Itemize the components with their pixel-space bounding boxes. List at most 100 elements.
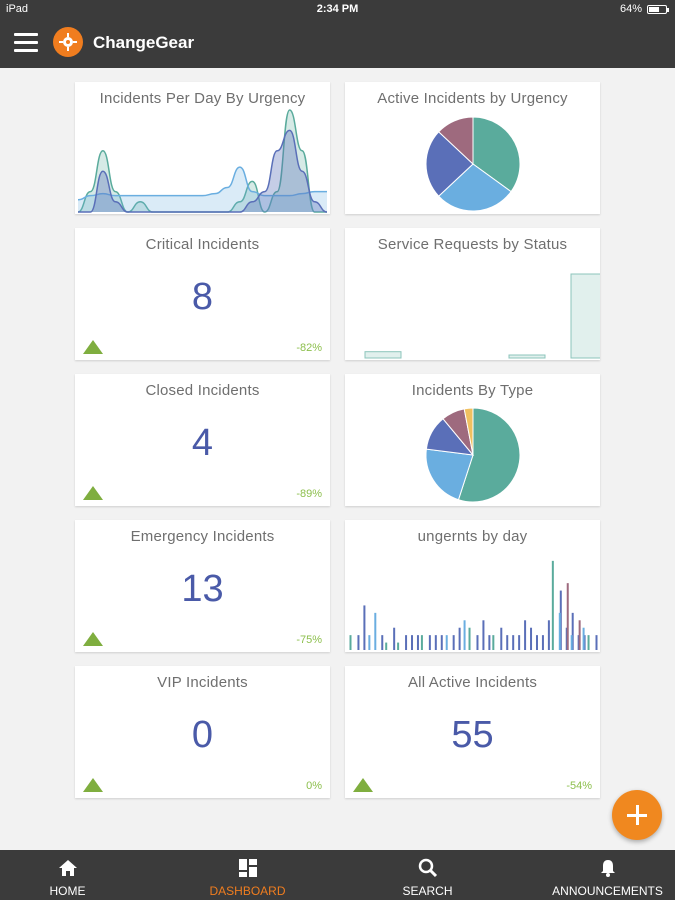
device-label: iPad — [6, 3, 29, 15]
bar-indigo — [488, 635, 491, 650]
card-title: Service Requests by Status — [377, 236, 568, 253]
nav-search[interactable]: SEARCH — [380, 850, 475, 900]
card-title: All Active Incidents — [407, 674, 538, 691]
pie-slice-mauve — [438, 116, 474, 166]
card-title: Emergency Incidents — [130, 528, 275, 545]
card-title: Critical Incidents — [145, 236, 260, 253]
bar-chart — [364, 273, 600, 359]
pie-slice-blue — [425, 448, 474, 501]
bar-s1 — [364, 351, 402, 359]
nav-label: SEARCH — [402, 884, 453, 898]
nav-label: DASHBOARD — [209, 884, 286, 898]
card-all-active-incidents[interactable]: All Active Incidents 55 -54% — [345, 666, 600, 798]
bar-indigo — [416, 635, 419, 650]
bar-teal — [385, 642, 388, 650]
bar-teal — [420, 635, 423, 650]
area-fill-blue — [78, 167, 327, 212]
bar-blue — [463, 620, 466, 650]
bar-indigo — [411, 635, 414, 650]
card-vip-incidents[interactable]: VIP Incidents 0 0% — [75, 666, 330, 798]
bar-blue — [558, 612, 561, 650]
bottom-nav: HOME DASHBOARD SEARCH ANNOUNCEMENTS — [0, 850, 675, 900]
bar-indigo — [357, 635, 360, 650]
add-button[interactable] — [612, 790, 662, 840]
trend-up-icon — [353, 778, 373, 792]
bar-indigo — [381, 635, 384, 650]
trend-up-icon — [83, 778, 103, 792]
bar-indigo — [476, 635, 479, 650]
gear-icon — [59, 33, 77, 51]
trend-up-icon — [83, 632, 103, 646]
card-closed-incidents[interactable]: Closed Incidents 4 -89% — [75, 374, 330, 506]
pie-slice-blue — [438, 163, 512, 212]
bar-teal — [397, 642, 400, 650]
pie-slice-yellow — [463, 407, 474, 456]
trend-percent: -54% — [566, 780, 592, 792]
changegear-logo — [53, 27, 83, 57]
card-service-requests[interactable]: Service Requests by Status — [345, 228, 600, 360]
nav-announcements[interactable]: ANNOUNCEMENTS — [545, 850, 670, 900]
series-line-blue — [77, 166, 327, 201]
status-indicators: 64% — [619, 3, 669, 15]
bar-indigo — [571, 612, 574, 650]
bar-indigo — [428, 635, 431, 650]
battery-fill — [649, 6, 660, 12]
bar-s6 — [570, 273, 600, 359]
card-active-by-urgency[interactable]: Active Incidents by Urgency — [345, 82, 600, 214]
pie-chart — [425, 407, 521, 503]
battery-icon — [647, 4, 669, 14]
nav-label: ANNOUNCEMENTS — [552, 884, 663, 898]
bar-s4 — [508, 354, 546, 359]
bar-indigo — [518, 635, 521, 650]
card-emergency-incidents[interactable]: Emergency Incidents 13 -75% — [75, 520, 330, 652]
status-bar: iPad 2:34 PM 64% — [0, 0, 675, 18]
trend-percent: -82% — [296, 342, 322, 354]
area-chart — [77, 109, 328, 213]
card-title: Closed Incidents — [145, 382, 260, 399]
bar-indigo — [500, 627, 503, 650]
bar-indigo — [535, 635, 538, 650]
trend-percent: -75% — [296, 634, 322, 646]
bar-indigo — [458, 627, 461, 650]
bar-teal — [551, 560, 554, 650]
bell-icon — [600, 860, 615, 877]
bar-blue — [570, 635, 573, 650]
card-incidents-per-day[interactable]: Incidents Per Day By Urgency — [75, 82, 330, 214]
nav-home[interactable]: HOME — [20, 850, 115, 900]
bar-teal — [587, 635, 590, 650]
bar-mauve — [566, 583, 569, 650]
card-critical-incidents[interactable]: Critical Incidents 8 -82% — [75, 228, 330, 360]
bar-mauve — [578, 620, 581, 650]
card-title: Active Incidents by Urgency — [377, 90, 568, 107]
bar-indigo — [452, 635, 455, 650]
bar-indigo — [595, 635, 598, 650]
bar-indigo — [524, 620, 527, 650]
nav-label: HOME — [49, 884, 86, 898]
nav-dashboard[interactable]: DASHBOARD — [195, 850, 300, 900]
bar-indigo — [393, 627, 396, 650]
trend-percent: 0% — [306, 780, 322, 792]
trend-percent: -89% — [296, 488, 322, 500]
card-title: Incidents By Type — [411, 382, 534, 399]
bar-indigo — [363, 605, 366, 650]
pie-slice-teal — [472, 116, 521, 193]
bar-teal — [349, 635, 352, 650]
bar-indigo — [512, 635, 515, 650]
bar-indigo — [440, 635, 443, 650]
search-icon — [418, 858, 437, 878]
bar-blue — [368, 635, 371, 650]
bar-blue — [374, 612, 377, 650]
battery-percent: 64% — [619, 3, 642, 15]
card-ungernts-by-day[interactable]: ungernts by day — [345, 520, 600, 652]
card-title: Incidents Per Day By Urgency — [99, 90, 306, 107]
app-bar: ChangeGear — [0, 18, 675, 68]
bar-chart — [349, 560, 598, 650]
menu-icon[interactable] — [14, 33, 38, 53]
trend-up-icon — [83, 340, 103, 354]
clock: 2:34 PM — [316, 3, 359, 15]
card-incidents-by-type[interactable]: Incidents By Type — [345, 374, 600, 506]
kpi-value: 4 — [191, 422, 214, 464]
bar-teal — [468, 627, 471, 650]
pie-slice-teal — [457, 407, 521, 503]
bar-blue — [445, 635, 448, 650]
